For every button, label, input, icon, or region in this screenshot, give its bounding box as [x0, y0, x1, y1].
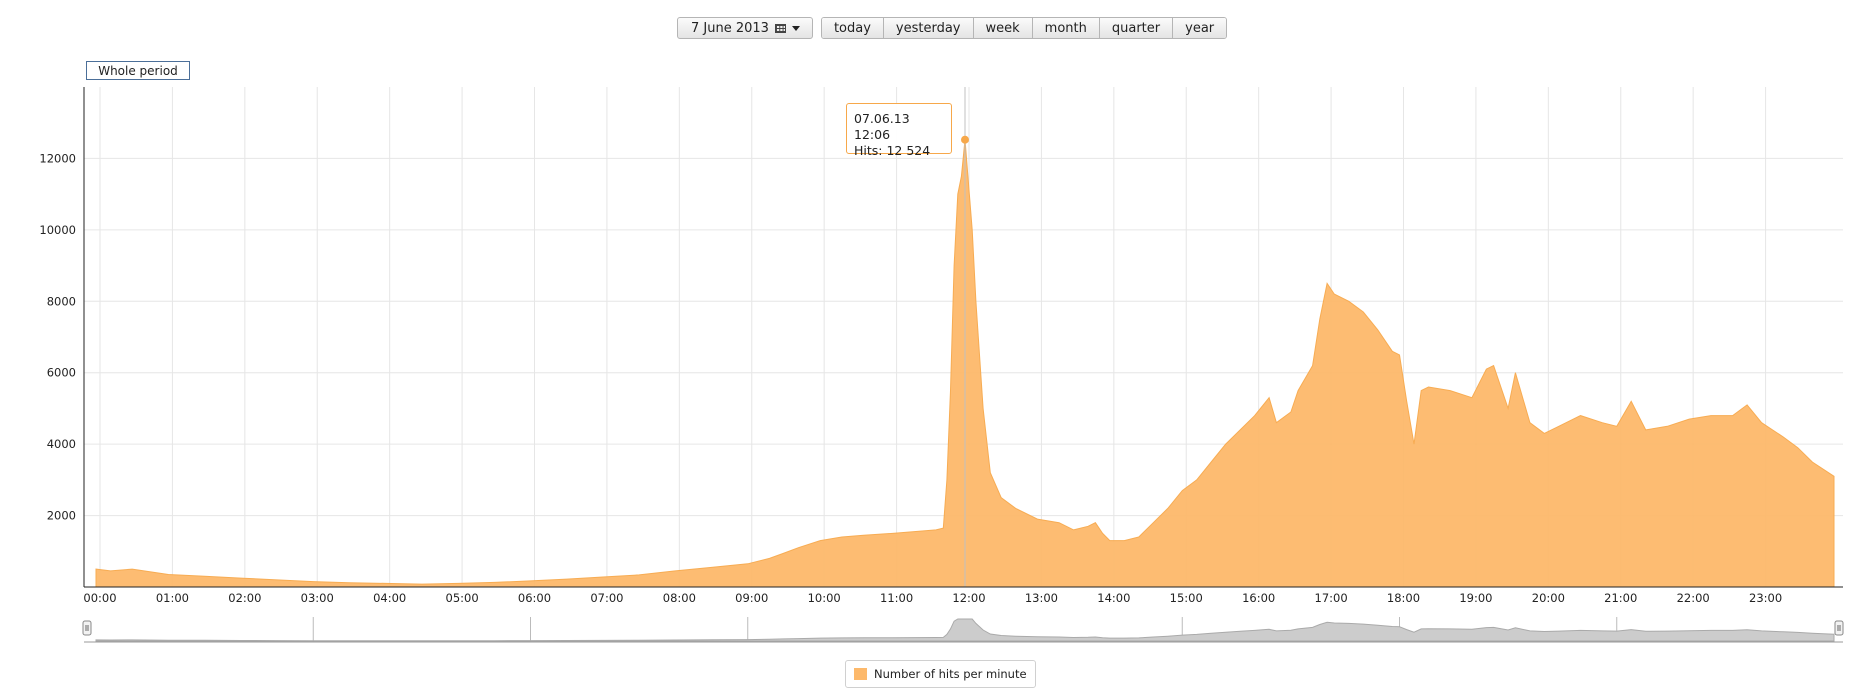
y-tick-label: 4000	[47, 437, 76, 451]
x-tick-label: 11:00	[880, 591, 913, 605]
x-tick-label: 21:00	[1604, 591, 1637, 605]
x-tick-label: 07:00	[590, 591, 623, 605]
x-tick-label: 15:00	[1170, 591, 1203, 605]
x-tick-label: 03:00	[301, 591, 334, 605]
tooltip-date: 07.06.13 12:06	[854, 111, 910, 142]
x-tick-label: 12:00	[952, 591, 985, 605]
legend-swatch	[854, 668, 867, 680]
x-tick-label: 08:00	[663, 591, 696, 605]
period-today-button[interactable]: today	[821, 18, 884, 38]
y-tick-label: 8000	[47, 294, 76, 308]
x-tick-label: 02:00	[228, 591, 261, 605]
x-tick-label: 10:00	[808, 591, 841, 605]
y-tick-label: 10000	[39, 223, 76, 237]
navigator-handle-left[interactable]	[82, 620, 92, 636]
x-tick-label: 05:00	[446, 591, 479, 605]
x-tick-label: 23:00	[1749, 591, 1782, 605]
x-tick-label: 22:00	[1677, 591, 1710, 605]
date-picker-label: 7 June 2013	[691, 20, 769, 36]
navigator-series	[95, 618, 1835, 642]
tooltip-value: Hits: 12 524	[854, 143, 931, 158]
x-tick-label: 04:00	[373, 591, 406, 605]
hover-point	[961, 135, 969, 144]
x-tick-label: 13:00	[1025, 591, 1058, 605]
period-toolbar: 7 June 2013 today yesterday week month q…	[677, 17, 1228, 39]
x-tick-label: 06:00	[518, 591, 551, 605]
x-tick-label: 01:00	[156, 591, 189, 605]
period-button-group: today yesterday week month quarter year	[820, 17, 1228, 39]
x-tick-label: 09:00	[735, 591, 768, 605]
chart-legend[interactable]: Number of hits per minute	[845, 660, 1036, 688]
y-tick-label: 12000	[39, 151, 76, 165]
x-tick-label: 16:00	[1242, 591, 1275, 605]
period-quarter-button[interactable]: quarter	[1099, 18, 1174, 38]
x-tick-label: 00:00	[83, 591, 116, 605]
chart-tooltip: 07.06.13 12:06 Hits: 12 524	[846, 103, 952, 158]
period-week-button[interactable]: week	[973, 18, 1033, 38]
period-year-button[interactable]: year	[1173, 18, 1227, 38]
date-picker-button[interactable]: 7 June 2013	[677, 17, 813, 39]
period-yesterday-button[interactable]: yesterday	[883, 18, 974, 38]
x-tick-label: 18:00	[1387, 591, 1420, 605]
x-tick-label: 20:00	[1532, 591, 1565, 605]
x-tick-label: 14:00	[1097, 591, 1130, 605]
whole-period-button[interactable]: Whole period	[86, 61, 190, 80]
y-tick-label: 6000	[47, 366, 76, 380]
x-tick-label: 17:00	[1315, 591, 1348, 605]
x-tick-label: 19:00	[1459, 591, 1492, 605]
caret-down-icon	[791, 25, 800, 31]
calendar-icon	[774, 23, 786, 33]
navigator-handle-right[interactable]	[1834, 620, 1844, 636]
y-tick-label: 2000	[47, 509, 76, 523]
period-month-button[interactable]: month	[1032, 18, 1100, 38]
legend-label: Number of hits per minute	[874, 667, 1027, 681]
